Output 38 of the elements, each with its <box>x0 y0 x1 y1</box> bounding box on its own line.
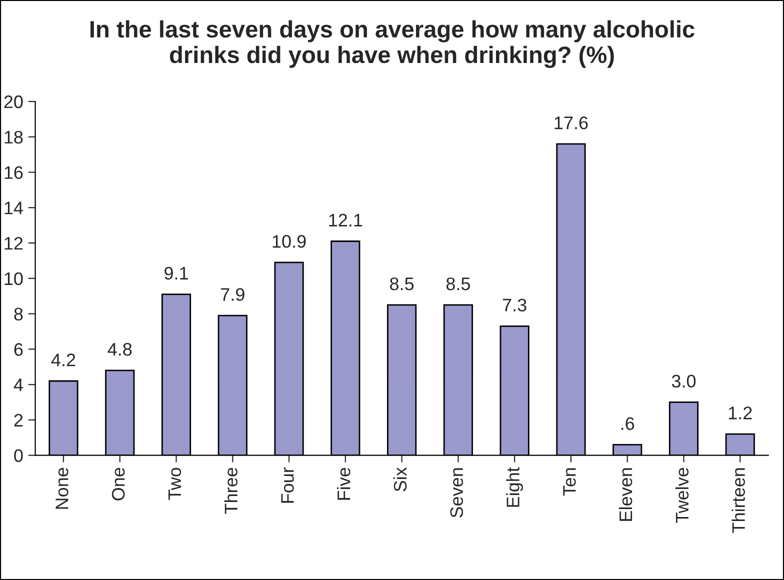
x-tick-label: Ten <box>563 468 576 496</box>
data-label: 8.5 <box>446 277 470 290</box>
y-tick-label: 16 <box>4 166 23 179</box>
data-label: 10.9 <box>272 235 306 248</box>
data-label: 17.6 <box>554 116 588 130</box>
y-tick-label: 8 <box>14 308 23 320</box>
y-tick-label: 12 <box>4 236 23 250</box>
x-tick-label: Six <box>393 467 407 492</box>
data-label: 8.5 <box>390 277 414 290</box>
x-tick-label: One <box>112 468 125 500</box>
data-label: 7.3 <box>502 298 526 312</box>
data-label: 3.0 <box>672 374 696 388</box>
data-label: 1.2 <box>728 406 752 420</box>
x-tick-label: Thirteen <box>732 468 745 533</box>
data-label: 4.2 <box>51 354 76 366</box>
y-tick-label: 2 <box>14 414 23 426</box>
data-label: 12.1 <box>329 214 362 226</box>
x-tick-label: Two <box>168 468 182 500</box>
y-tick-label: 10 <box>4 272 23 286</box>
x-tick-label: Seven <box>450 468 464 518</box>
data-label: .6 <box>621 417 634 430</box>
chart-title: In the last seven days on average how many alcoholic drinks did you have when drinking? (%) <box>90 20 694 68</box>
x-tick-label: Four <box>281 467 294 503</box>
x-tick-label: Five <box>336 468 350 500</box>
y-tick-label: 0 <box>14 449 23 462</box>
y-tick-label: 18 <box>4 130 23 144</box>
x-tick-label: Twelve <box>675 468 689 523</box>
x-tick-label: None <box>56 468 68 509</box>
x-tick-label: Eleven <box>618 468 632 521</box>
y-tick-label: 6 <box>14 343 23 356</box>
y-tick-label: 14 <box>4 202 23 214</box>
data-label: 7.9 <box>221 288 244 301</box>
x-tick-label: Three <box>224 468 238 514</box>
x-tick-label: Eight <box>506 467 523 507</box>
y-tick-label: 4 <box>14 378 23 392</box>
data-label: 9.1 <box>164 266 188 280</box>
data-label: 4.8 <box>108 342 132 356</box>
y-tick-label: 20 <box>4 95 23 108</box>
